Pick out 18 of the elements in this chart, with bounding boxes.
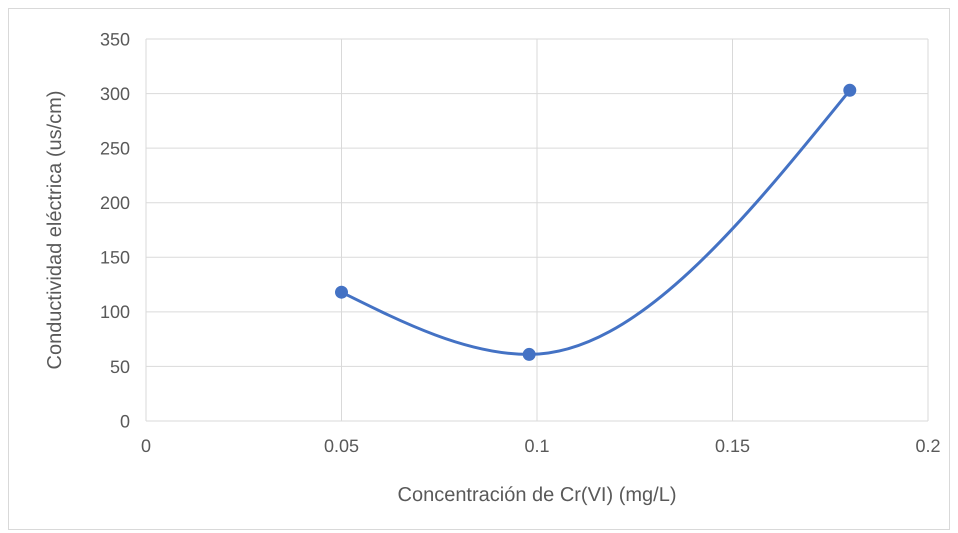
x-tick-label: 0 — [140, 436, 152, 456]
y-tick-label: 0 — [120, 411, 130, 432]
y-tick-label: 100 — [100, 302, 130, 322]
x-tick-label: 0.1 — [524, 436, 550, 456]
x-tick-label: 0.15 — [714, 436, 750, 456]
y-tick-label: 150 — [100, 248, 130, 268]
point — [843, 84, 856, 97]
point — [522, 348, 536, 361]
y-tick-label: 50 — [110, 356, 130, 377]
y-tick-label: 250 — [100, 138, 130, 159]
x-tick-label: 0.2 — [915, 436, 941, 456]
x-axis-title: Concentración de Cr(VI) (mg/L) — [398, 484, 676, 506]
y-tick-label: 350 — [100, 29, 130, 50]
point — [335, 286, 348, 299]
y-axis-title: Conductividad eléctrica (us/cm) — [44, 90, 66, 370]
y-tick-label: 200 — [100, 193, 130, 214]
x-tick-label: 0.05 — [324, 436, 360, 456]
y-tick-label: 300 — [100, 84, 130, 104]
